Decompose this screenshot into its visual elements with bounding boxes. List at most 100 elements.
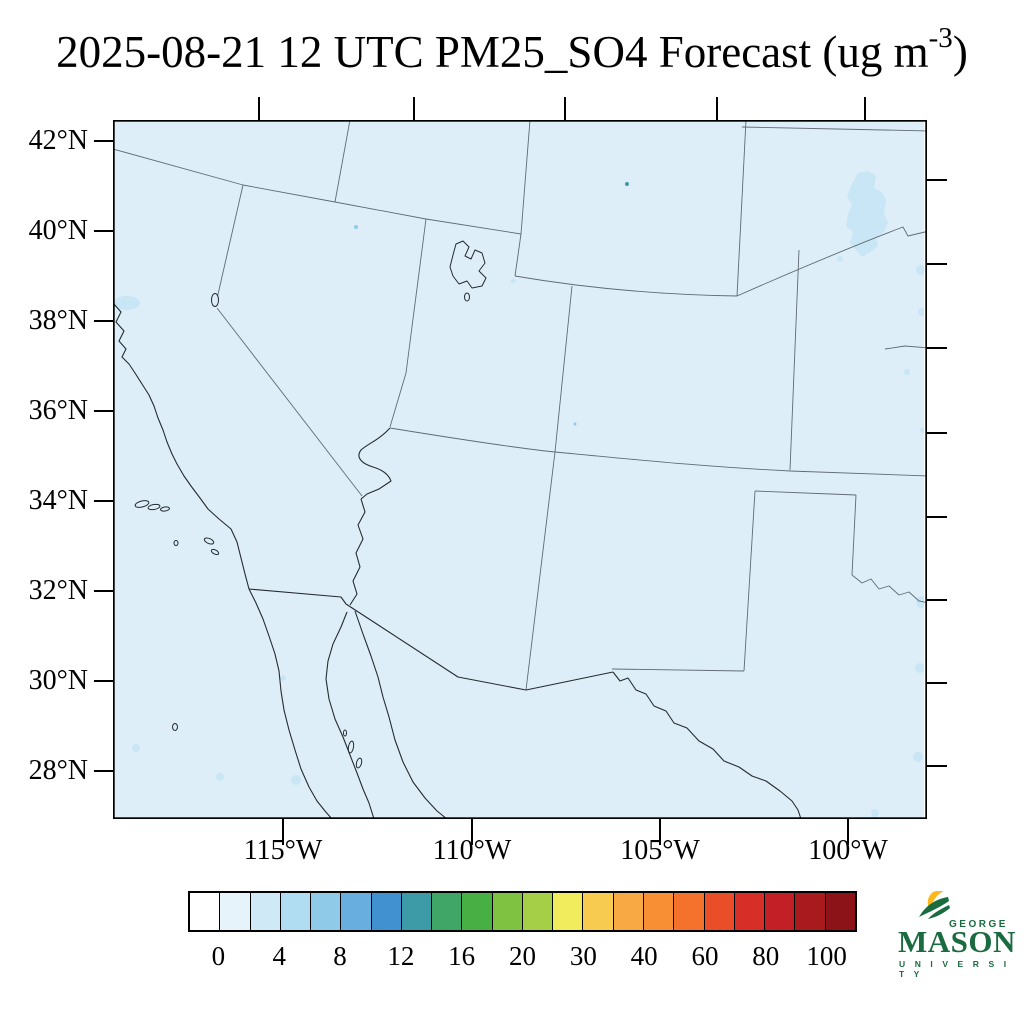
lat-tick [94, 230, 113, 232]
lat-tick [94, 500, 113, 502]
forecast-map [113, 120, 927, 819]
colorbar-label: 8 [333, 941, 347, 971]
lat-tick-right [927, 263, 947, 265]
lon-tick [659, 819, 661, 845]
gmu-logo: GEORGE MASON U N I V E R S I T Y [892, 891, 1018, 979]
so4-patch [114, 296, 140, 310]
sonora-coast [354, 610, 448, 819]
flame-icon [919, 891, 950, 919]
colorbar-label: 40 [630, 941, 658, 971]
lat-tick-right [927, 179, 947, 181]
lon-label: 115°W [243, 835, 323, 866]
island [347, 740, 355, 754]
lon-tick [471, 819, 473, 845]
lon-tick-top [564, 97, 566, 120]
colorbar-cell [795, 893, 826, 930]
state-borders [113, 120, 927, 691]
colorbar-cell [280, 893, 312, 930]
colorbar-label: 80 [752, 941, 780, 971]
lat-label: 34°N [28, 485, 88, 516]
colorbar-label: 60 [691, 941, 719, 971]
lat-tick [94, 320, 113, 322]
colorbar-cell [432, 893, 463, 930]
island [355, 757, 363, 769]
lake-tahoe [211, 293, 219, 307]
colorbar-cell [371, 893, 402, 930]
colorbar-cell [704, 893, 735, 930]
lat-tick [94, 590, 113, 592]
colorbar-cell [734, 893, 766, 930]
colorbar-cell [492, 893, 523, 930]
island [172, 723, 178, 731]
gmu-logo-mason: MASON [898, 924, 1016, 959]
colorbar-cell [401, 893, 433, 930]
colorbar-cell [522, 893, 554, 930]
lat-label: 40°N [28, 215, 88, 246]
colorbar-cell [220, 893, 251, 930]
great-salt-lake [449, 240, 487, 289]
page-title: 2025-08-21 12 UTC PM25_SO4 Forecast (ug … [0, 22, 1024, 78]
so4-patch [846, 171, 888, 257]
lat-label: 38°N [28, 305, 88, 336]
lat-label: 28°N [28, 755, 88, 786]
lat-label: 32°N [28, 575, 88, 606]
lat-tick [94, 410, 113, 412]
lat-label: 30°N [28, 665, 88, 696]
lat-tick-right [927, 599, 947, 601]
colorbar-cell [462, 893, 493, 930]
lat-tick [94, 140, 113, 142]
lat-tick-right [927, 347, 947, 349]
colorbar-cell [553, 893, 584, 930]
island [343, 729, 347, 737]
title-close: ) [952, 27, 968, 77]
us-mexico-border [248, 588, 347, 605]
colorbar-label: 12 [387, 941, 415, 971]
lon-tick [282, 819, 284, 845]
colorado-river [349, 498, 366, 606]
lat-tick-right [927, 682, 947, 684]
lon-tick [847, 819, 849, 845]
island [134, 500, 150, 508]
lon-label: 105°W [620, 835, 700, 866]
lon-tick-top [258, 97, 260, 120]
colorbar-cell [190, 893, 221, 930]
so4-spot-dots [354, 182, 629, 426]
lon-label: 100°W [808, 835, 888, 866]
lon-tick-top [864, 97, 866, 120]
colorbar-cell [674, 893, 705, 930]
map-frame [113, 120, 927, 819]
colorado-river [358, 427, 392, 500]
lon-label: 110°W [432, 835, 512, 866]
island [147, 503, 161, 511]
gmu-logo-george: GEORGE [949, 919, 1008, 930]
colorbar-cell [341, 893, 372, 930]
lon-tick-top [413, 97, 415, 120]
colorbar-label: 16 [448, 941, 476, 971]
colorbar-label: 100 [806, 941, 847, 971]
colorbar-cell [765, 893, 796, 930]
lon-tick-top [716, 97, 718, 120]
baja-west-coast [248, 588, 333, 819]
baja-east-coast [325, 611, 375, 819]
colorbar-label: 30 [569, 941, 597, 971]
colorbar-label: 20 [509, 941, 536, 971]
colorbar-label: 0 [211, 941, 226, 971]
coastline [113, 302, 802, 819]
title-text: 2025-08-21 12 UTC PM25_SO4 Forecast (ug … [56, 27, 929, 77]
utah-lake [464, 292, 470, 302]
island [173, 540, 179, 546]
colorbar [188, 891, 857, 932]
island [160, 506, 170, 512]
colorbar-cell [613, 893, 644, 930]
island [203, 537, 215, 545]
colorbar-cell [825, 893, 855, 930]
colorbar-label: 4 [272, 941, 286, 971]
us-mexico-border [345, 603, 614, 691]
rio-grande [612, 671, 802, 819]
lat-tick-right [927, 516, 947, 518]
map-background [113, 120, 927, 819]
colorbar-cell [643, 893, 675, 930]
lat-tick-right [927, 765, 947, 767]
title-superscript: -3 [928, 22, 953, 54]
